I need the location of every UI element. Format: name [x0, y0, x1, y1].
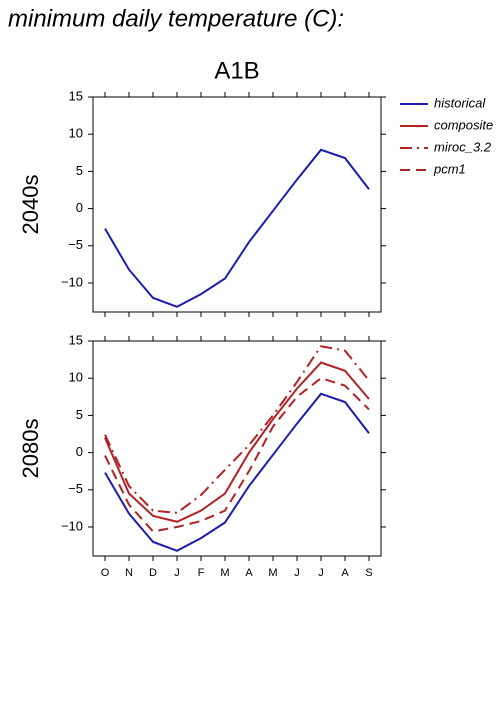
- panel-title: A1B: [214, 57, 259, 84]
- y-axis-label: 2080s: [18, 419, 43, 479]
- y-tick-label: 5: [76, 407, 83, 422]
- plot-frame: [92, 96, 382, 313]
- x-tick-label: M: [220, 567, 229, 579]
- series-line: [104, 148, 370, 308]
- x-tick-label: J: [318, 567, 324, 579]
- legend-label: pcm1: [433, 161, 466, 176]
- page-title: minimum daily temperature (C):: [8, 5, 344, 32]
- y-tick-label: 10: [69, 126, 83, 141]
- x-tick-label: S: [365, 567, 372, 579]
- x-tick-label: J: [294, 567, 300, 579]
- y-tick-label: 0: [76, 444, 83, 459]
- x-tick-label: N: [125, 567, 133, 579]
- legend-label: historical: [434, 95, 486, 110]
- y-tick-label: 15: [69, 332, 83, 347]
- y-tick-label: 5: [76, 163, 83, 178]
- series-line: [104, 345, 370, 514]
- plot-frame: [92, 340, 382, 557]
- x-tick-label: O: [101, 567, 110, 579]
- y-tick-label: 10: [69, 370, 83, 385]
- x-tick-label: A: [245, 567, 253, 579]
- legend-label: composite: [434, 117, 493, 132]
- y-tick-label: −10: [61, 518, 83, 533]
- y-tick-label: −5: [68, 481, 83, 496]
- x-tick-label: A: [341, 567, 349, 579]
- legend-label: miroc_3.2: [434, 139, 492, 154]
- x-tick-label: J: [174, 567, 180, 579]
- x-tick-label: D: [149, 567, 157, 579]
- y-tick-label: 15: [69, 88, 83, 103]
- x-tick-label: M: [268, 567, 277, 579]
- y-tick-label: −5: [68, 237, 83, 252]
- y-tick-label: 0: [76, 200, 83, 215]
- series-line: [104, 392, 370, 552]
- series-line: [104, 377, 370, 533]
- y-axis-label: 2040s: [18, 175, 43, 235]
- series-line: [104, 361, 370, 523]
- x-tick-label: F: [198, 567, 205, 579]
- y-tick-label: −10: [61, 274, 83, 289]
